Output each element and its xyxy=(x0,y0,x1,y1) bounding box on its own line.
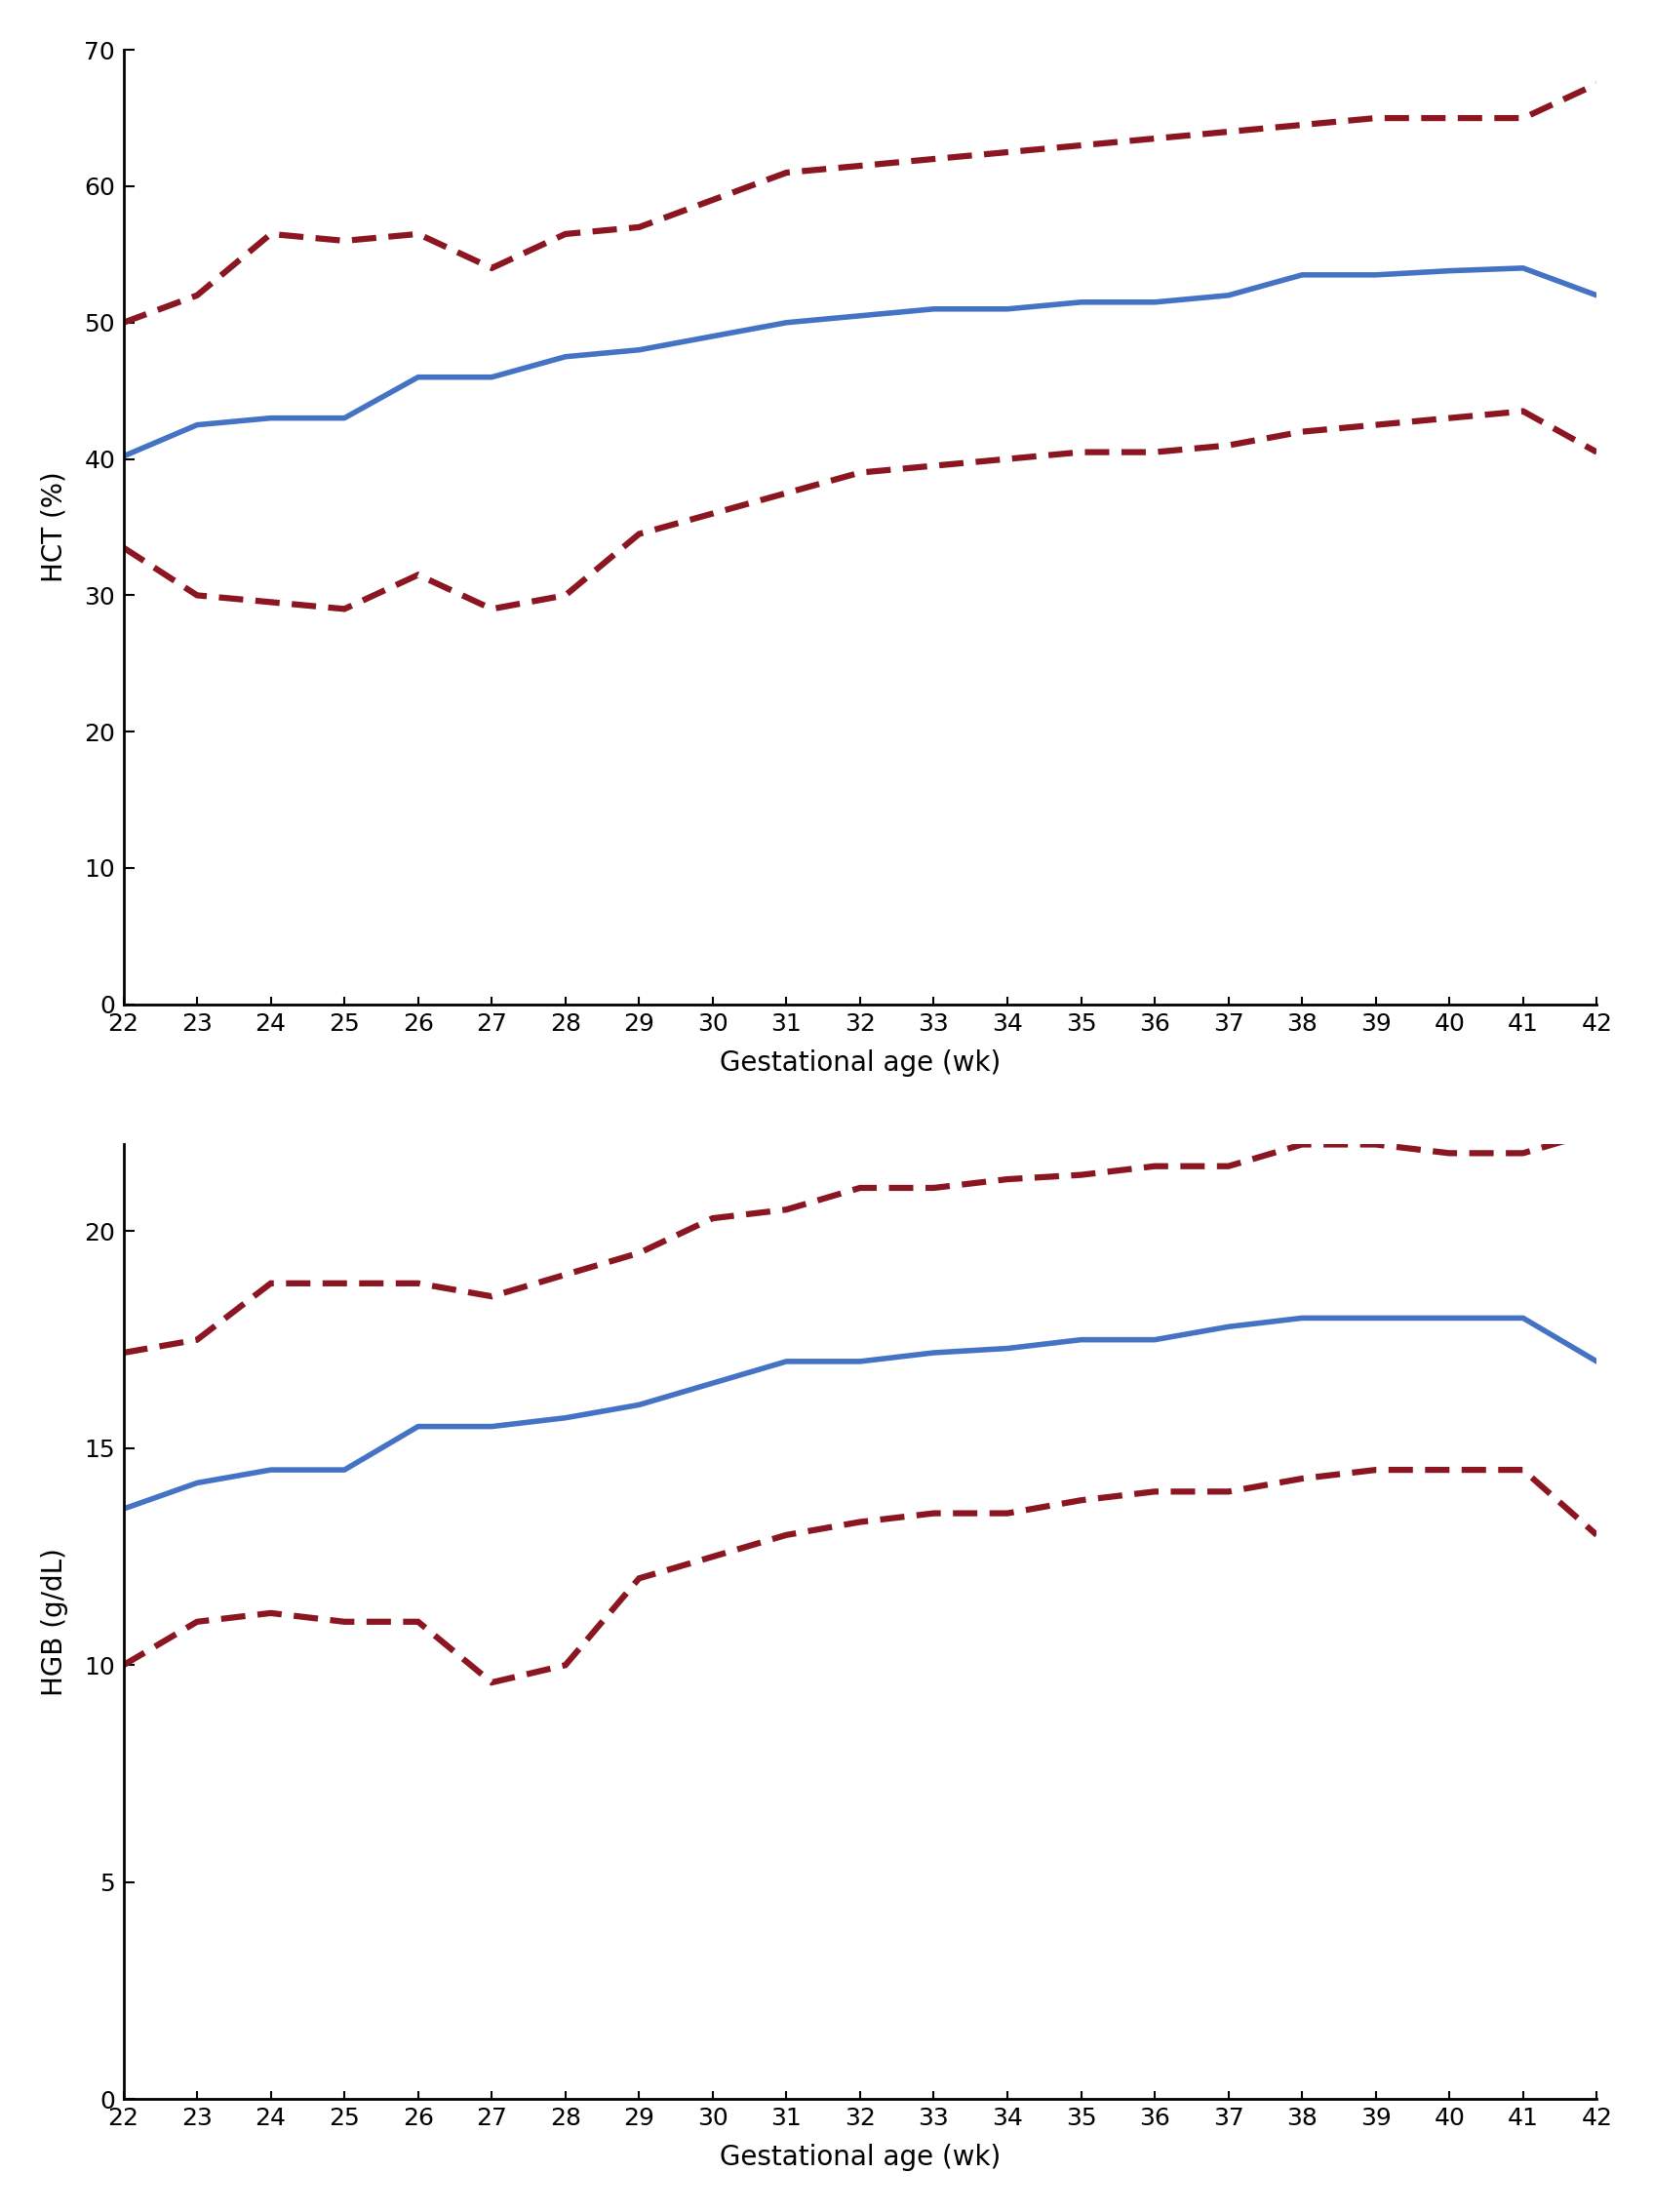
X-axis label: Gestational age (wk): Gestational age (wk) xyxy=(719,1048,1000,1077)
Y-axis label: HCT (%): HCT (%) xyxy=(41,471,68,582)
Y-axis label: HGB (g/dL): HGB (g/dL) xyxy=(41,1548,68,1697)
X-axis label: Gestational age (wk): Gestational age (wk) xyxy=(719,2143,1000,2172)
